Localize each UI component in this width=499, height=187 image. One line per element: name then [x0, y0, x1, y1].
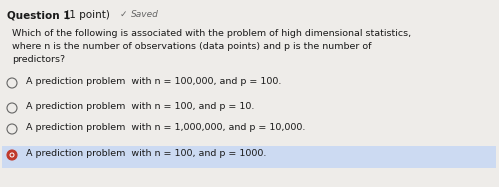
- Text: ✓: ✓: [120, 10, 128, 19]
- Text: (1 point): (1 point): [62, 10, 110, 20]
- Text: A prediction problem  with n = 100, and p = 1000.: A prediction problem with n = 100, and p…: [26, 149, 266, 158]
- Text: A prediction problem  with n = 100, and p = 10.: A prediction problem with n = 100, and p…: [26, 102, 254, 111]
- Circle shape: [9, 153, 14, 157]
- FancyBboxPatch shape: [2, 146, 496, 168]
- Text: Which of the following is associated with the problem of high dimensional statis: Which of the following is associated wit…: [12, 29, 411, 38]
- Text: A prediction problem  with n = 1,000,000, and p = 10,000.: A prediction problem with n = 1,000,000,…: [26, 123, 305, 132]
- Text: Question 1: Question 1: [7, 10, 70, 20]
- Text: A prediction problem  with n = 100,000, and p = 100.: A prediction problem with n = 100,000, a…: [26, 77, 281, 86]
- Text: predictors?: predictors?: [12, 55, 65, 64]
- Text: where n is the number of observations (data points) and p is the number of: where n is the number of observations (d…: [12, 42, 371, 51]
- Circle shape: [7, 150, 17, 160]
- Text: Saved: Saved: [131, 10, 159, 19]
- Circle shape: [10, 154, 13, 157]
